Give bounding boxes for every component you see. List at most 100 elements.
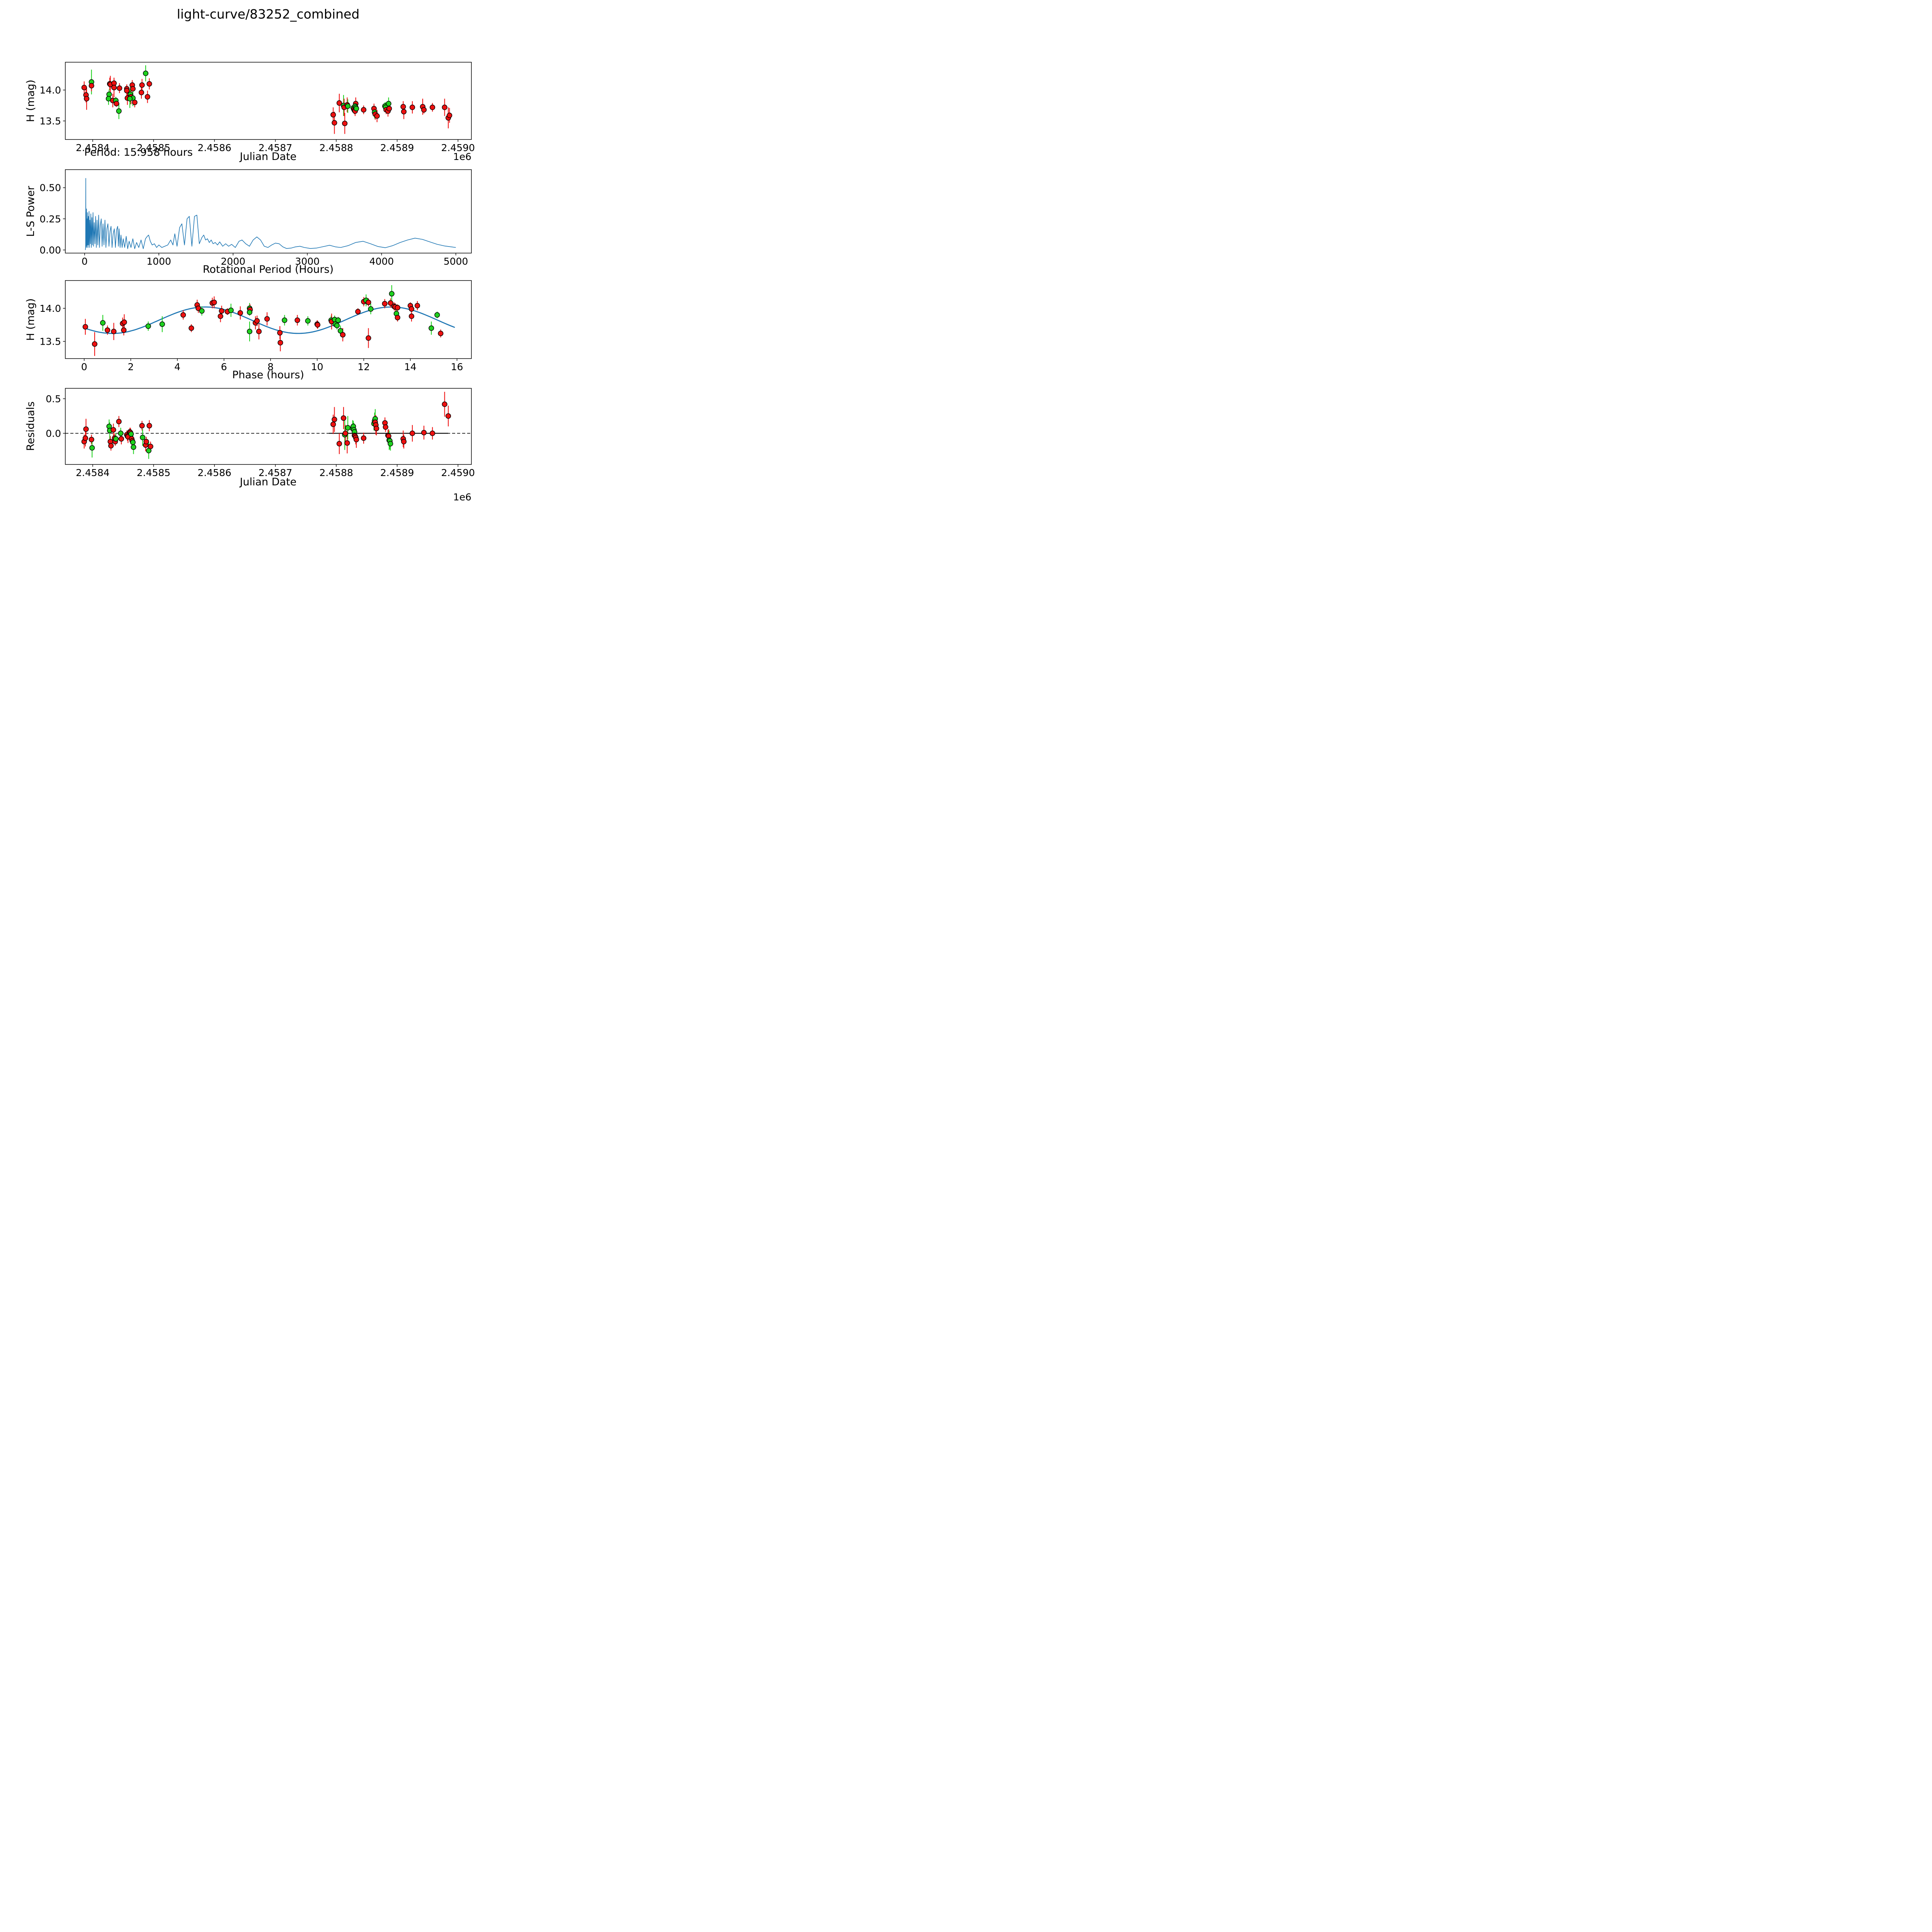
phase-x-tick-label: 0 — [81, 361, 87, 372]
data-point-r — [218, 313, 223, 319]
data-point-r — [330, 422, 336, 427]
phase-plot: 0 2 4 6 8 10 12 14 16 14.0 13.5 — [39, 280, 472, 372]
data-point-r — [408, 306, 415, 312]
data-point-g — [338, 328, 344, 334]
period-annotation: Period: 15.958 hours — [84, 146, 193, 158]
jd-x-tick-label: 2.4585 — [137, 142, 170, 153]
jd-x-tick-label: 2.4587 — [259, 142, 292, 153]
data-point-r — [438, 330, 444, 336]
phase-x-tick-label: 2 — [128, 361, 134, 372]
data-point-r — [315, 322, 321, 328]
data-point-g — [228, 307, 234, 313]
phase-x-tick-label: 8 — [267, 361, 274, 372]
res-axes-frame — [65, 388, 472, 465]
ls-y-tick-label: 0.00 — [39, 245, 61, 256]
data-point-g — [389, 291, 395, 297]
data-point-r — [421, 107, 427, 113]
data-point-r — [105, 327, 111, 333]
data-point-r — [277, 330, 283, 336]
data-point-r — [82, 324, 88, 330]
data-point-r — [145, 94, 150, 100]
phase-x-tick-label: 16 — [451, 361, 463, 372]
data-point-g — [199, 308, 205, 314]
data-point-r — [111, 328, 117, 334]
jd-x-tick-label: 2.4586 — [197, 142, 231, 153]
data-point-g — [118, 430, 124, 436]
data-point-r — [92, 341, 98, 347]
data-point-g — [345, 103, 351, 109]
data-point-g — [305, 318, 311, 324]
jd-x-tick-label: 2.4588 — [319, 142, 353, 153]
data-point-r — [400, 104, 406, 110]
data-point-r — [146, 81, 152, 87]
phase-x-tick-label: 4 — [174, 361, 180, 372]
ls-x-tick-label: 4000 — [369, 256, 394, 267]
data-point-r — [415, 303, 420, 309]
data-point-g — [386, 101, 391, 107]
data-point-g — [145, 323, 151, 329]
phase-x-tick-label: 6 — [221, 361, 227, 372]
data-point-r — [264, 316, 270, 322]
residuals-plot-ylabel: Residuals — [25, 401, 37, 451]
data-point-g — [127, 96, 133, 102]
data-point-r — [237, 310, 243, 316]
jd-y-tick-label: 14.0 — [39, 85, 61, 96]
data-point-r — [410, 104, 415, 110]
phase-y-tick-label: 13.5 — [39, 336, 61, 347]
data-point-g — [159, 321, 165, 327]
data-point-r — [88, 437, 94, 442]
jd-plot-ylabel: H (mag) — [25, 80, 37, 122]
ls-plot-ylabel: L-S Power — [25, 185, 37, 237]
res-y-tick-label: 0.5 — [46, 393, 61, 405]
data-point-g — [89, 445, 95, 451]
data-point-r — [143, 439, 149, 444]
data-point-r — [117, 85, 122, 91]
data-point-r — [332, 417, 337, 422]
ls-plot-xlabel: Rotational Period (Hours) — [203, 264, 334, 276]
data-point-g — [247, 328, 253, 334]
jd-plot-xlabel: Julian Date — [239, 151, 297, 163]
data-point-r — [446, 413, 451, 419]
jd-plot: 2.4584 2.4585 2.4586 2.4587 2.4588 2.4589 2.45… — [39, 62, 475, 153]
data-point-r — [401, 109, 407, 115]
data-point-g — [143, 70, 149, 76]
data-point-r — [430, 104, 435, 110]
data-point-r — [355, 309, 361, 315]
data-point-r — [83, 426, 89, 432]
data-point-r — [447, 112, 452, 118]
data-point-r — [148, 444, 153, 449]
ls-x-tick-label: 2000 — [221, 256, 245, 267]
data-point-r — [189, 325, 194, 331]
ls-x-tick-label: 0 — [82, 256, 88, 267]
residual-observations-markers — [81, 401, 451, 454]
phase-x-tick-label: 14 — [404, 361, 417, 372]
data-point-r — [337, 100, 342, 106]
data-point-r — [111, 427, 116, 433]
data-point-r — [410, 430, 415, 436]
data-point-g — [247, 310, 253, 315]
data-point-r — [138, 90, 145, 95]
jd-y-tick-label: 13.5 — [39, 116, 61, 127]
data-point-r — [114, 101, 119, 107]
data-point-r — [401, 439, 407, 444]
data-point-g — [113, 436, 119, 442]
phase-axes-frame — [65, 280, 472, 359]
ls-y-tick-label: 0.25 — [39, 213, 61, 224]
data-point-g — [100, 320, 106, 326]
phase-plot-ylabel: H (mag) — [25, 298, 37, 341]
jd-plot-axis-offset: 1e6 — [453, 151, 471, 162]
data-point-r — [116, 418, 122, 425]
data-point-g — [388, 441, 393, 447]
residuals-plot-xlabel: Julian Date — [239, 476, 297, 488]
data-point-r — [254, 318, 260, 324]
data-point-g — [282, 317, 287, 323]
phase-x-tick-label: 10 — [311, 361, 323, 372]
jd-axes-frame — [65, 62, 472, 140]
data-point-r — [88, 83, 94, 88]
plots-layer: 2.4584 2.4585 2.4586 2.4587 2.4588 2.4589 2.45… — [39, 62, 475, 478]
jd-x-tick-label: 2.4584 — [76, 142, 109, 153]
data-point-r — [84, 96, 90, 102]
jd-x-tick-label: 2.4589 — [380, 142, 414, 153]
res-x-tick-label: 2.4588 — [319, 467, 353, 478]
phase-x-tick-label: 12 — [358, 361, 370, 372]
